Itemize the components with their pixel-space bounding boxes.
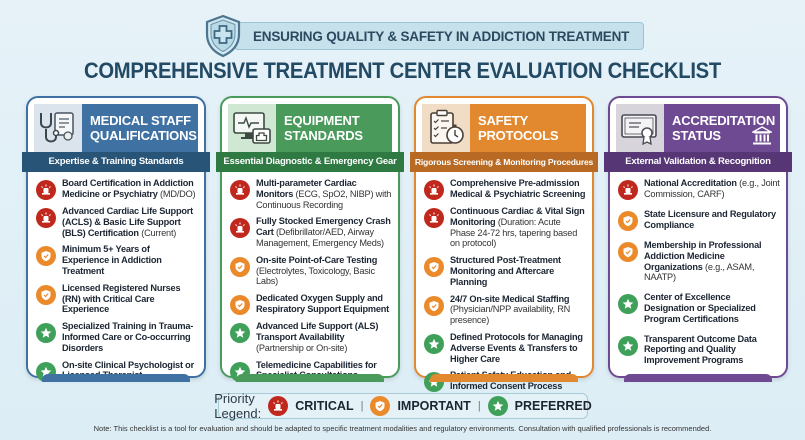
critical-alarm-icon — [230, 180, 250, 200]
checklist: National Accreditation (e.g., Joint Comm… — [610, 172, 786, 366]
card-footer-bar — [624, 374, 772, 382]
card-subtitle: Rigorous Screening & Monitoring Procedur… — [410, 152, 598, 172]
certificate-icon — [616, 104, 664, 152]
critical-alarm-icon — [424, 208, 444, 228]
list-item: Dedicated Oxygen Supply and Respiratory … — [230, 293, 392, 316]
cards-container: MEDICAL STAFF QUALIFICATIONS Expertise &… — [22, 96, 792, 393]
important-shield-icon — [618, 211, 638, 231]
footnote: Note: This checklist is a tool for evalu… — [93, 424, 712, 433]
list-item: 24/7 On-site Medical Staffing (Physician… — [424, 294, 586, 326]
card-safety: SAFETY PROTOCOLS Rigorous Screening & Mo… — [410, 96, 598, 393]
list-item: Defined Protocols for Managing Adverse E… — [424, 332, 586, 364]
checklist: Multi-parameter Cardiac Monitors (ECG, S… — [222, 172, 398, 382]
preferred-star-icon — [424, 333, 444, 354]
critical-alarm-icon — [268, 396, 289, 416]
list-item: Minimum 5+ Years of Experience in Addict… — [36, 244, 198, 276]
list-item: Center of Excellence Designation or Spec… — [618, 292, 780, 324]
card-header: SAFETY PROTOCOLS — [422, 104, 586, 152]
checklist: Comprehensive Pre-admission Medical & Ps… — [416, 172, 592, 393]
institution-building-icon — [752, 126, 772, 145]
card-header: ACCREDITATION STATUS — [616, 104, 780, 152]
monitor-medkit-icon — [228, 104, 276, 152]
card-accreditation: ACCREDITATION STATUS External Validation… — [604, 96, 792, 382]
stethoscope-certificate-icon — [34, 104, 82, 152]
list-item: Structured Post-Treatment Monitoring and… — [424, 255, 586, 287]
preferred-star-icon — [230, 323, 250, 344]
list-item: Transparent Outcome Data Reporting and Q… — [618, 334, 780, 366]
list-item: Multi-parameter Cardiac Monitors (ECG, S… — [230, 178, 392, 210]
card-header: EQUIPMENT STANDARDS — [228, 104, 392, 152]
important-shield-icon — [618, 242, 638, 262]
critical-alarm-icon — [230, 218, 250, 239]
list-item: Advanced Cardiac Life Support (ACLS) & B… — [36, 206, 198, 238]
card-footer-bar — [430, 374, 578, 382]
card-subtitle: External Validation & Recognition — [604, 152, 792, 172]
important-shield-icon — [424, 257, 444, 278]
important-shield-icon — [36, 284, 56, 305]
list-item: Board Certification in Addiction Medicin… — [36, 178, 198, 200]
list-item: Continuous Cardiac & Vital Sign Monitori… — [424, 206, 586, 249]
legend-separator: | — [477, 400, 481, 412]
list-item: Fully Stocked Emergency Crash Cart (Defi… — [230, 216, 392, 248]
critical-alarm-icon — [424, 180, 444, 200]
preferred-star-icon — [618, 335, 638, 356]
checklist: Board Certification in Addiction Medicin… — [28, 172, 204, 382]
legend-critical: CRITICAL — [295, 399, 354, 413]
card-title: MEDICAL STAFF QUALIFICATIONS — [82, 104, 198, 152]
list-item: Membership in Professional Addiction Med… — [618, 240, 780, 283]
important-shield-icon — [424, 295, 444, 316]
critical-alarm-icon — [36, 180, 56, 200]
card-subtitle: Expertise & Training Standards — [22, 152, 210, 172]
header-banner: ENSURING QUALITY & SAFETY IN ADDICTION T… — [204, 14, 645, 58]
critical-alarm-icon — [618, 180, 638, 200]
page-title: COMPREHENSIVE TREATMENT CENTER EVALUATIO… — [83, 58, 721, 83]
card-medical-staff: MEDICAL STAFF QUALIFICATIONS Expertise &… — [22, 96, 210, 382]
card-title: SAFETY PROTOCOLS — [470, 104, 586, 152]
preferred-star-icon — [618, 294, 638, 315]
card-header: MEDICAL STAFF QUALIFICATIONS — [34, 104, 198, 152]
list-item: Comprehensive Pre-admission Medical & Ps… — [424, 178, 586, 200]
banner-text: ENSURING QUALITY & SAFETY IN ADDICTION T… — [234, 22, 645, 50]
card-equipment: EQUIPMENT STANDARDS Essential Diagnostic… — [216, 96, 404, 382]
preferred-star-icon — [36, 323, 56, 344]
list-item: National Accreditation (e.g., Joint Comm… — [618, 178, 780, 200]
list-item: On-site Point-of-Care Testing (Electroly… — [230, 255, 392, 287]
legend-preferred: PREFERRED — [514, 399, 592, 413]
clipboard-stopwatch-icon — [422, 104, 470, 152]
card-title: EQUIPMENT STANDARDS — [276, 104, 392, 152]
shield-medical-cross-icon — [205, 14, 241, 58]
list-item: Licensed Registered Nurses (RN) with Cri… — [36, 283, 198, 315]
important-shield-icon — [230, 256, 250, 277]
important-shield-icon — [230, 295, 250, 316]
card-footer-bar — [236, 374, 384, 382]
legend-label: Priority Legend: — [214, 391, 262, 421]
critical-alarm-icon — [36, 208, 56, 228]
legend-separator: | — [360, 400, 364, 412]
preferred-star-icon — [487, 396, 508, 416]
legend-important: IMPORTANT — [397, 399, 471, 413]
list-item: State Licensure and Regulatory Complianc… — [618, 209, 780, 231]
card-subtitle: Essential Diagnostic & Emergency Gear — [216, 152, 404, 172]
card-footer-bar — [42, 374, 190, 382]
card-title: ACCREDITATION STATUS — [664, 104, 780, 152]
list-item: Advanced Life Support (ALS) Transport Av… — [230, 321, 392, 353]
list-item: Specialized Training in Trauma-Informed … — [36, 321, 198, 353]
important-shield-icon — [370, 396, 391, 416]
important-shield-icon — [36, 246, 56, 267]
priority-legend: Priority Legend: CRITICAL | IMPORTANT | … — [214, 391, 592, 421]
